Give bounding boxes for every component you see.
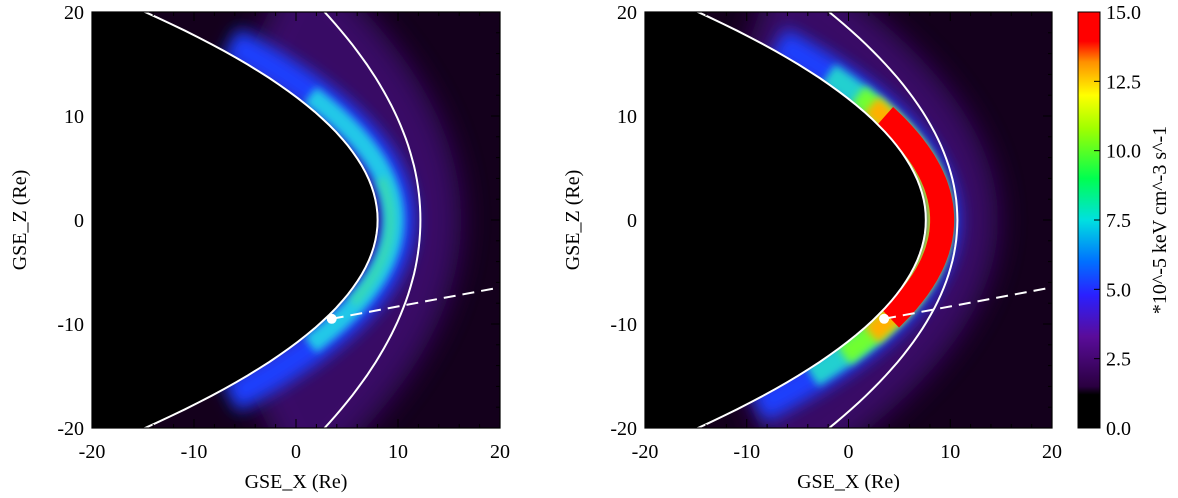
colorbar-label: *10^-5 keV cm^-3 s^-1 [1149, 126, 1171, 314]
colorbar-tick-label: 0.0 [1106, 418, 1131, 440]
colorbar-tick-label: 5.0 [1106, 279, 1131, 301]
band [877, 107, 955, 328]
colorbar-tick-label: 12.5 [1106, 71, 1141, 93]
colorbar-tick-label: 2.5 [1106, 349, 1131, 371]
x-tick-label: -10 [733, 441, 760, 463]
x-tick-label: -20 [632, 441, 659, 463]
x-tick-label: 0 [844, 441, 854, 463]
colorbar-tick-label: 10.0 [1106, 141, 1141, 163]
y-tick-label: -20 [610, 418, 637, 440]
y-tick-label: 20 [617, 2, 637, 24]
x-tick-label: 10 [388, 441, 408, 463]
magnetopause [142, 12, 379, 428]
colorbar-tick-label: 7.5 [1106, 210, 1131, 232]
x-axis-label: GSE_X (Re) [245, 471, 348, 493]
magnetosphere [645, 12, 926, 428]
y-axis-label: GSE_Z (Re) [9, 170, 31, 271]
x-tick-label: 10 [940, 441, 960, 463]
bow-shock [323, 12, 422, 428]
x-tick-label: 20 [1042, 441, 1062, 463]
line-of-sight [331, 286, 500, 320]
x-tick-label: -20 [79, 441, 106, 463]
x-axis-label: GSE_X (Re) [797, 471, 900, 493]
y-tick-label: 0 [627, 210, 637, 232]
line-of-sight [883, 286, 1052, 320]
y-tick-label: 10 [64, 106, 84, 128]
heatmap [92, 12, 500, 428]
magnetosphere [92, 12, 378, 428]
spacecraft [326, 313, 337, 324]
bow-shock [827, 12, 959, 428]
x-tick-label: -10 [181, 441, 208, 463]
y-axis-label: GSE_Z (Re) [562, 170, 584, 271]
x-tick-label: 20 [490, 441, 510, 463]
y-tick-label: -10 [610, 314, 637, 336]
band [348, 176, 395, 307]
y-tick-label: -10 [57, 314, 84, 336]
y-tick-label: -20 [57, 418, 84, 440]
heatmap [645, 12, 1052, 428]
y-tick-label: 10 [617, 106, 637, 128]
y-tick-label: 0 [74, 210, 84, 232]
spacecraft [879, 313, 890, 324]
x-tick-label: 0 [291, 441, 301, 463]
magnetopause [695, 12, 927, 428]
y-tick-label: 20 [64, 2, 84, 24]
colorbar-tick-label: 15.0 [1106, 2, 1141, 24]
